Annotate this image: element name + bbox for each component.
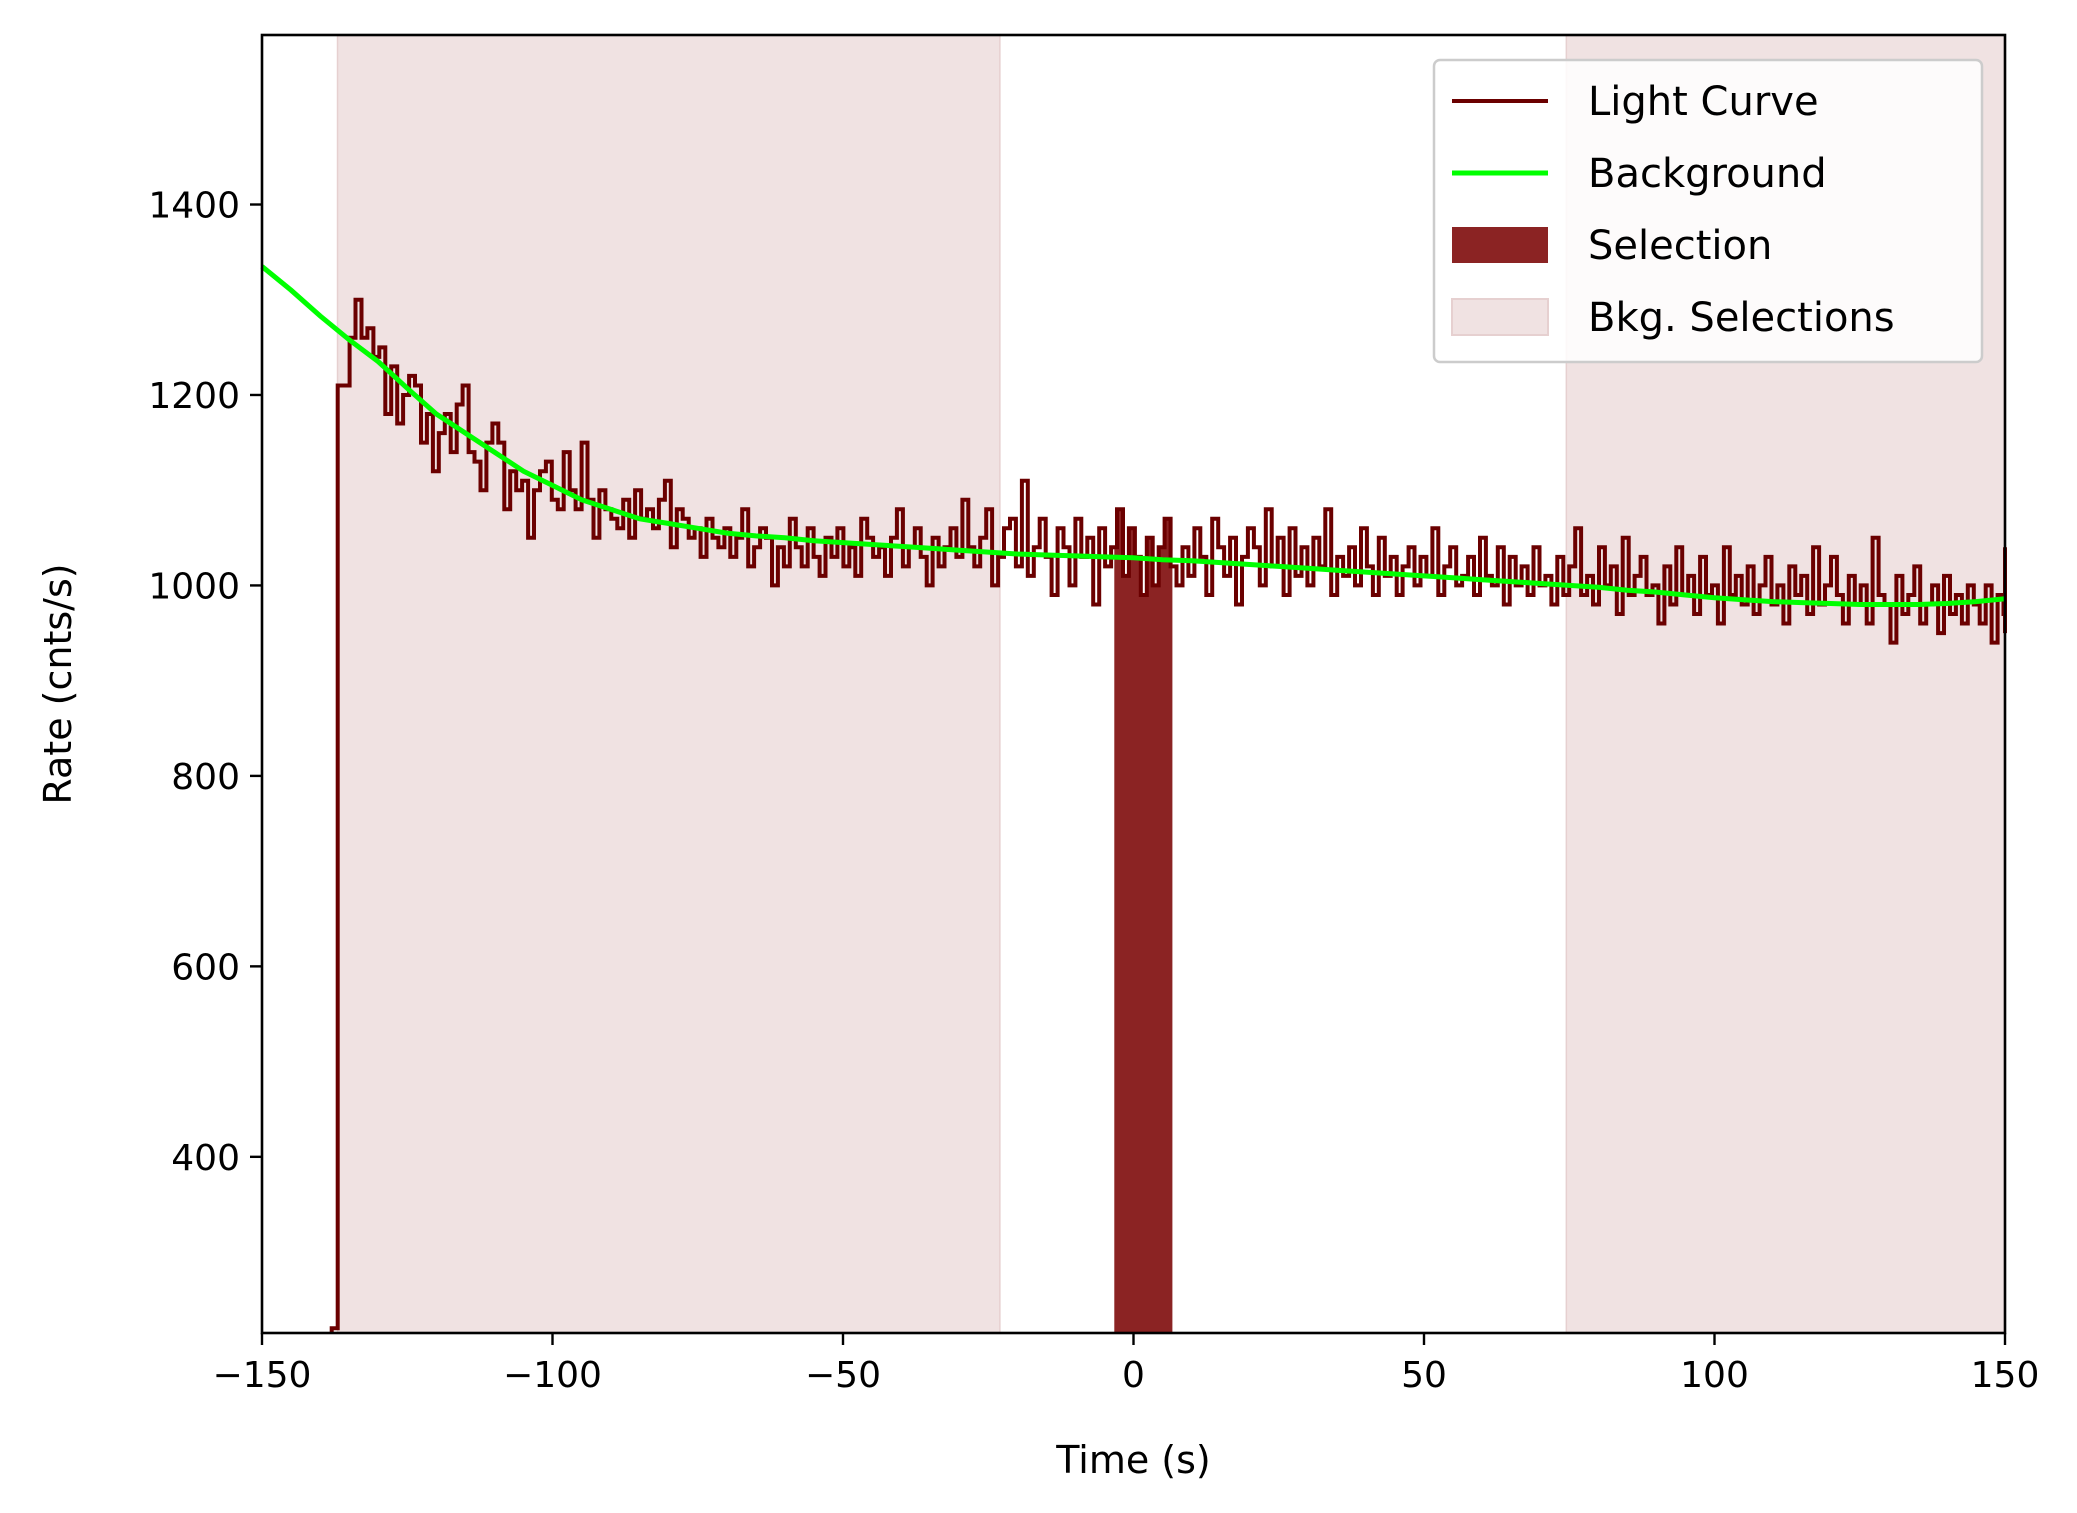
- legend-bkg-selections-label: Bkg. Selections: [1588, 295, 1895, 341]
- y-tick-label: 600: [171, 947, 240, 988]
- y-tick-label: 1400: [148, 186, 240, 227]
- x-axis: −150 −100 −50 0 50 100 150: [213, 1333, 2040, 1396]
- x-tick-label: 150: [1971, 1355, 2040, 1396]
- legend-box: [1432, 58, 1984, 364]
- legend-selection-swatch: [1452, 227, 1548, 263]
- x-tick-label: −150: [213, 1355, 312, 1396]
- legend-light-curve-label: Light Curve: [1588, 79, 1819, 125]
- y-tick-label: 1200: [148, 376, 240, 417]
- y-tick-label: 400: [171, 1138, 240, 1179]
- legend-bkg-selections-swatch: [1451, 298, 1549, 336]
- legend: Light Curve Background Selection Bkg. Se…: [1432, 58, 1984, 364]
- x-tick-label: 100: [1680, 1355, 1749, 1396]
- x-tick-label: −100: [503, 1355, 602, 1396]
- legend-selection-label: Selection: [1588, 223, 1772, 269]
- legend-background-label: Background: [1588, 151, 1827, 197]
- bkg-selection-region-0: [336, 34, 1001, 1334]
- y-axis: 400 600 800 1000 1200 1400: [148, 186, 262, 1179]
- y-tick-label: 1000: [148, 566, 240, 607]
- x-axis-label: Time (s): [1055, 1438, 1211, 1482]
- x-tick-label: 50: [1401, 1355, 1447, 1396]
- x-tick-label: −50: [805, 1355, 881, 1396]
- selection-region: [1114, 509, 1173, 1333]
- light-curve-line: [329, 297, 2007, 1333]
- y-tick-label: 800: [171, 757, 240, 798]
- y-axis-label: Rate (cnts/s): [36, 563, 80, 804]
- selection-fill: [1114, 509, 1173, 1333]
- background-line: [260, 264, 2006, 607]
- x-tick-label: 0: [1122, 1355, 1145, 1396]
